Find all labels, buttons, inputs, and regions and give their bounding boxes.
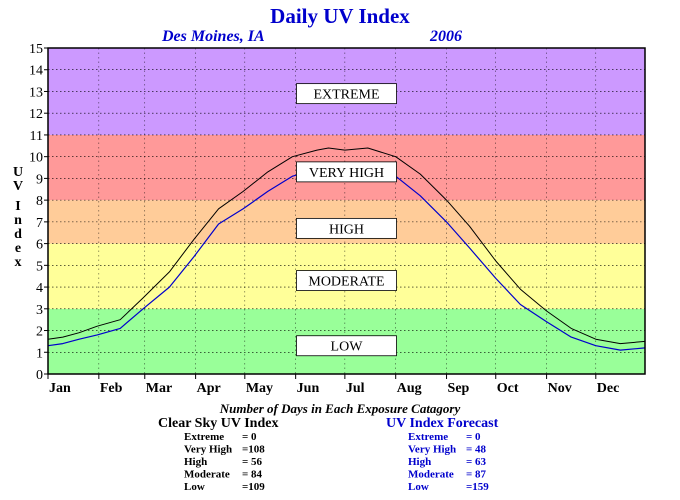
band-label-box [296, 161, 397, 183]
x-tick-label: Feb [100, 381, 123, 396]
summary-row-value: =108 [242, 444, 265, 456]
summary-row-value: = 87 [466, 469, 487, 481]
x-tick-label: May [246, 381, 273, 396]
y-tick-label: 7 [36, 216, 43, 231]
y-tick-label: 11 [30, 129, 43, 144]
summary-row-label: Very High [184, 444, 232, 456]
x-tick-label: Dec [597, 381, 620, 396]
band-label: EXTREME [313, 88, 379, 103]
summary-row-label: Moderate [408, 469, 454, 481]
plot-grid [48, 48, 645, 374]
plot-frame [47, 47, 646, 375]
band-label: VERY HIGH [309, 166, 384, 181]
x-tick-label: Mar [146, 381, 172, 396]
x-tick-label: Jul [346, 381, 365, 396]
y-tick-label: 6 [36, 238, 43, 253]
summary-row-value: = 0 [242, 431, 257, 443]
x-tick-label: Apr [197, 381, 221, 396]
y-tick-label: 12 [29, 107, 43, 122]
band-label: HIGH [329, 222, 364, 237]
band-label-box [296, 217, 397, 239]
y-tick-label: 8 [36, 194, 43, 209]
y-tick-label: 14 [29, 64, 43, 79]
forecast-table: Extreme = 0 Very High = 48 High = 63 Moderate =… [408, 431, 489, 493]
y-tick-label: 10 [29, 151, 43, 166]
x-tick-label: Nov [548, 381, 572, 396]
summary-row-label: Extreme [184, 431, 224, 443]
band-label-box [296, 270, 397, 291]
clear-sky-series-line [47, 147, 646, 345]
y-tick-label: 5 [36, 259, 43, 274]
chart-location: Des Moines, IA [161, 28, 265, 45]
summary-row-label: High [184, 456, 207, 468]
y-tick-label: 13 [29, 85, 43, 100]
clear-sky-table: Extreme = 0 Very High =108 High = 56 Moderate =… [184, 431, 265, 493]
y-tick-label: 1 [36, 346, 43, 361]
forecast-title: UV Index Forecast [386, 416, 499, 431]
x-tick-label: Jan [49, 381, 71, 396]
summary-row-label: Very High [408, 444, 456, 456]
x-tick-label: Aug [397, 381, 422, 396]
chart-title: Daily UV Index [270, 4, 410, 28]
x-tick-label: Oct [497, 381, 519, 396]
band-label: MODERATE [308, 275, 384, 290]
clear-sky-title: Clear Sky UV Index [158, 416, 278, 431]
y-tick-label: 4 [36, 281, 43, 296]
summary-row-label: Moderate [184, 469, 230, 481]
x-tick-label: Jun [297, 381, 320, 396]
summary-row-value: = 0 [466, 431, 481, 443]
summary-row-value: = 56 [242, 456, 263, 468]
summary-row-value: = 84 [242, 469, 263, 481]
summary-row-label: Extreme [408, 431, 448, 443]
summary-row-label: High [408, 456, 431, 468]
summary-row-label: Low [184, 481, 205, 493]
y-tick-label: 0 [36, 368, 43, 383]
band-label-box [296, 83, 397, 105]
y-tick-label: 15 [29, 42, 43, 57]
summary-row-label: Low [408, 481, 429, 493]
summary-row-value: = 48 [466, 444, 487, 456]
summary-row-value: =109 [242, 481, 265, 493]
y-tick-label: 9 [36, 172, 43, 187]
chart-year: 2006 [429, 28, 462, 45]
x-tick-label: Sep [448, 381, 470, 396]
band-labels: LOW MODERATE HIGH VERY HIGH EXTREME [296, 83, 397, 357]
summary-row-value: = 63 [466, 456, 487, 468]
y-tick-label: 3 [36, 303, 43, 318]
band-label-box [296, 335, 397, 357]
y-tick-label: 2 [36, 325, 43, 340]
summary-heading: Number of Days in Each Exposure Catagory [219, 401, 461, 416]
summary-row-value: =159 [466, 481, 489, 493]
band-label: LOW [331, 340, 364, 355]
x-axis: Jan Feb Mar Apr May Jun Jul Aug Sep Oct Nov Dec [47, 374, 620, 396]
